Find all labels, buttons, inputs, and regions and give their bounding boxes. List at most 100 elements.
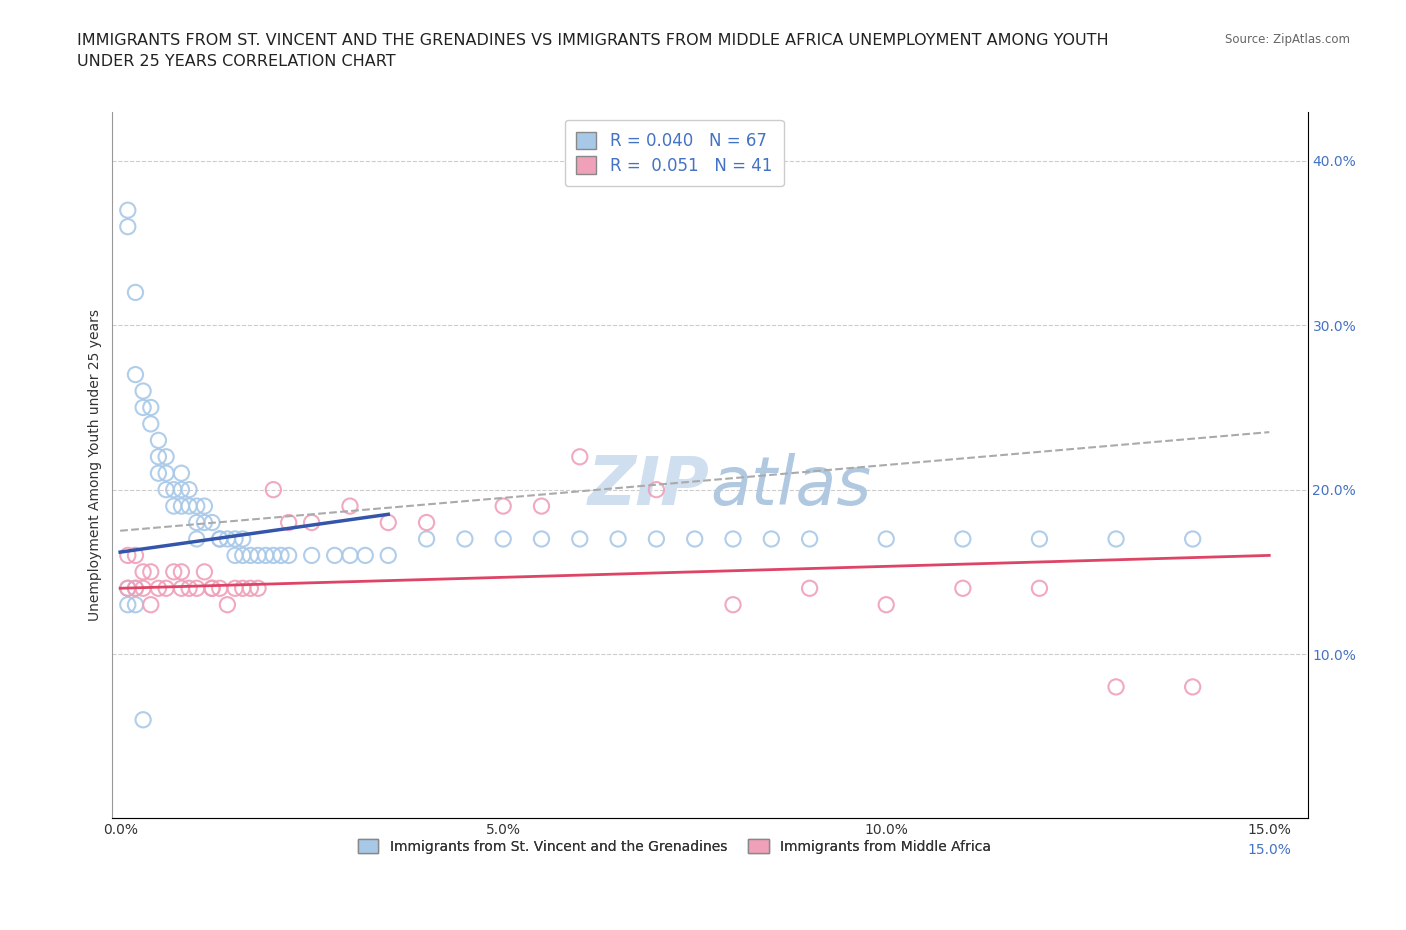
Point	[155, 449, 177, 464]
Point	[132, 400, 155, 415]
Point	[415, 532, 437, 547]
Point	[186, 515, 208, 530]
Point	[117, 548, 139, 563]
Point	[193, 498, 215, 513]
Legend: Immigrants from St. Vincent and the Grenadines, Immigrants from Middle Africa: Immigrants from St. Vincent and the Gren…	[350, 832, 998, 861]
Point	[277, 515, 299, 530]
Point	[568, 532, 591, 547]
Point	[799, 532, 821, 547]
Point	[177, 498, 200, 513]
Point	[201, 515, 224, 530]
Point	[262, 548, 284, 563]
Point	[415, 515, 437, 530]
Point	[277, 548, 299, 563]
Text: Source: ZipAtlas.com: Source: ZipAtlas.com	[1225, 33, 1350, 46]
Point	[875, 532, 897, 547]
Y-axis label: Unemployment Among Youth under 25 years: Unemployment Among Youth under 25 years	[89, 309, 103, 621]
Point	[177, 483, 200, 498]
Point	[1105, 532, 1128, 547]
Point	[301, 515, 323, 530]
Text: atlas: atlas	[710, 453, 872, 519]
Point	[117, 581, 139, 596]
Point	[117, 203, 139, 218]
Point	[339, 498, 361, 513]
Point	[239, 581, 262, 596]
Point	[163, 498, 186, 513]
Point	[607, 532, 630, 547]
Point	[201, 581, 224, 596]
Point	[163, 483, 186, 498]
Point	[132, 565, 155, 579]
Point	[139, 565, 162, 579]
Point	[132, 712, 155, 727]
Point	[1028, 581, 1050, 596]
Point	[1181, 680, 1204, 695]
Point	[232, 548, 254, 563]
Point	[232, 581, 254, 596]
Point	[163, 565, 186, 579]
Point	[492, 532, 515, 547]
Point	[170, 498, 193, 513]
Text: ZIP: ZIP	[588, 453, 710, 519]
Point	[301, 548, 323, 563]
Point	[247, 548, 270, 563]
Point	[952, 581, 974, 596]
Point	[492, 498, 515, 513]
Point	[354, 548, 377, 563]
Point	[377, 515, 399, 530]
Point	[201, 581, 224, 596]
Point	[124, 367, 146, 382]
Point	[170, 483, 193, 498]
Point	[208, 532, 231, 547]
Point	[117, 597, 139, 612]
Point	[530, 532, 553, 547]
Point	[155, 581, 177, 596]
Point	[339, 548, 361, 563]
Point	[132, 383, 155, 398]
Point	[799, 581, 821, 596]
Point	[148, 466, 170, 481]
Point	[247, 581, 270, 596]
Point	[124, 581, 146, 596]
Point	[124, 285, 146, 299]
Point	[568, 449, 591, 464]
Point	[124, 597, 146, 612]
Point	[232, 532, 254, 547]
Point	[117, 581, 139, 596]
Point	[530, 498, 553, 513]
Point	[721, 597, 744, 612]
Point	[208, 532, 231, 547]
Point	[139, 417, 162, 432]
Point	[761, 532, 783, 547]
Point	[377, 548, 399, 563]
Point	[217, 597, 239, 612]
Point	[170, 466, 193, 481]
Point	[124, 581, 146, 596]
Point	[193, 565, 215, 579]
Point	[177, 581, 200, 596]
Point	[117, 219, 139, 234]
Point	[239, 548, 262, 563]
Point	[155, 466, 177, 481]
Point	[186, 581, 208, 596]
Point	[454, 532, 477, 547]
Point	[186, 532, 208, 547]
Text: IMMIGRANTS FROM ST. VINCENT AND THE GRENADINES VS IMMIGRANTS FROM MIDDLE AFRICA : IMMIGRANTS FROM ST. VINCENT AND THE GREN…	[77, 33, 1109, 69]
Point	[170, 581, 193, 596]
Point	[193, 515, 215, 530]
Point	[645, 483, 668, 498]
Point	[1181, 532, 1204, 547]
Point	[224, 548, 246, 563]
Point	[224, 581, 246, 596]
Point	[139, 597, 162, 612]
Point	[124, 548, 146, 563]
Point	[208, 581, 231, 596]
Point	[148, 432, 170, 447]
Point	[645, 532, 668, 547]
Point	[323, 548, 346, 563]
Point	[262, 483, 284, 498]
Point	[254, 548, 277, 563]
Point	[186, 498, 208, 513]
Point	[148, 449, 170, 464]
Point	[170, 565, 193, 579]
